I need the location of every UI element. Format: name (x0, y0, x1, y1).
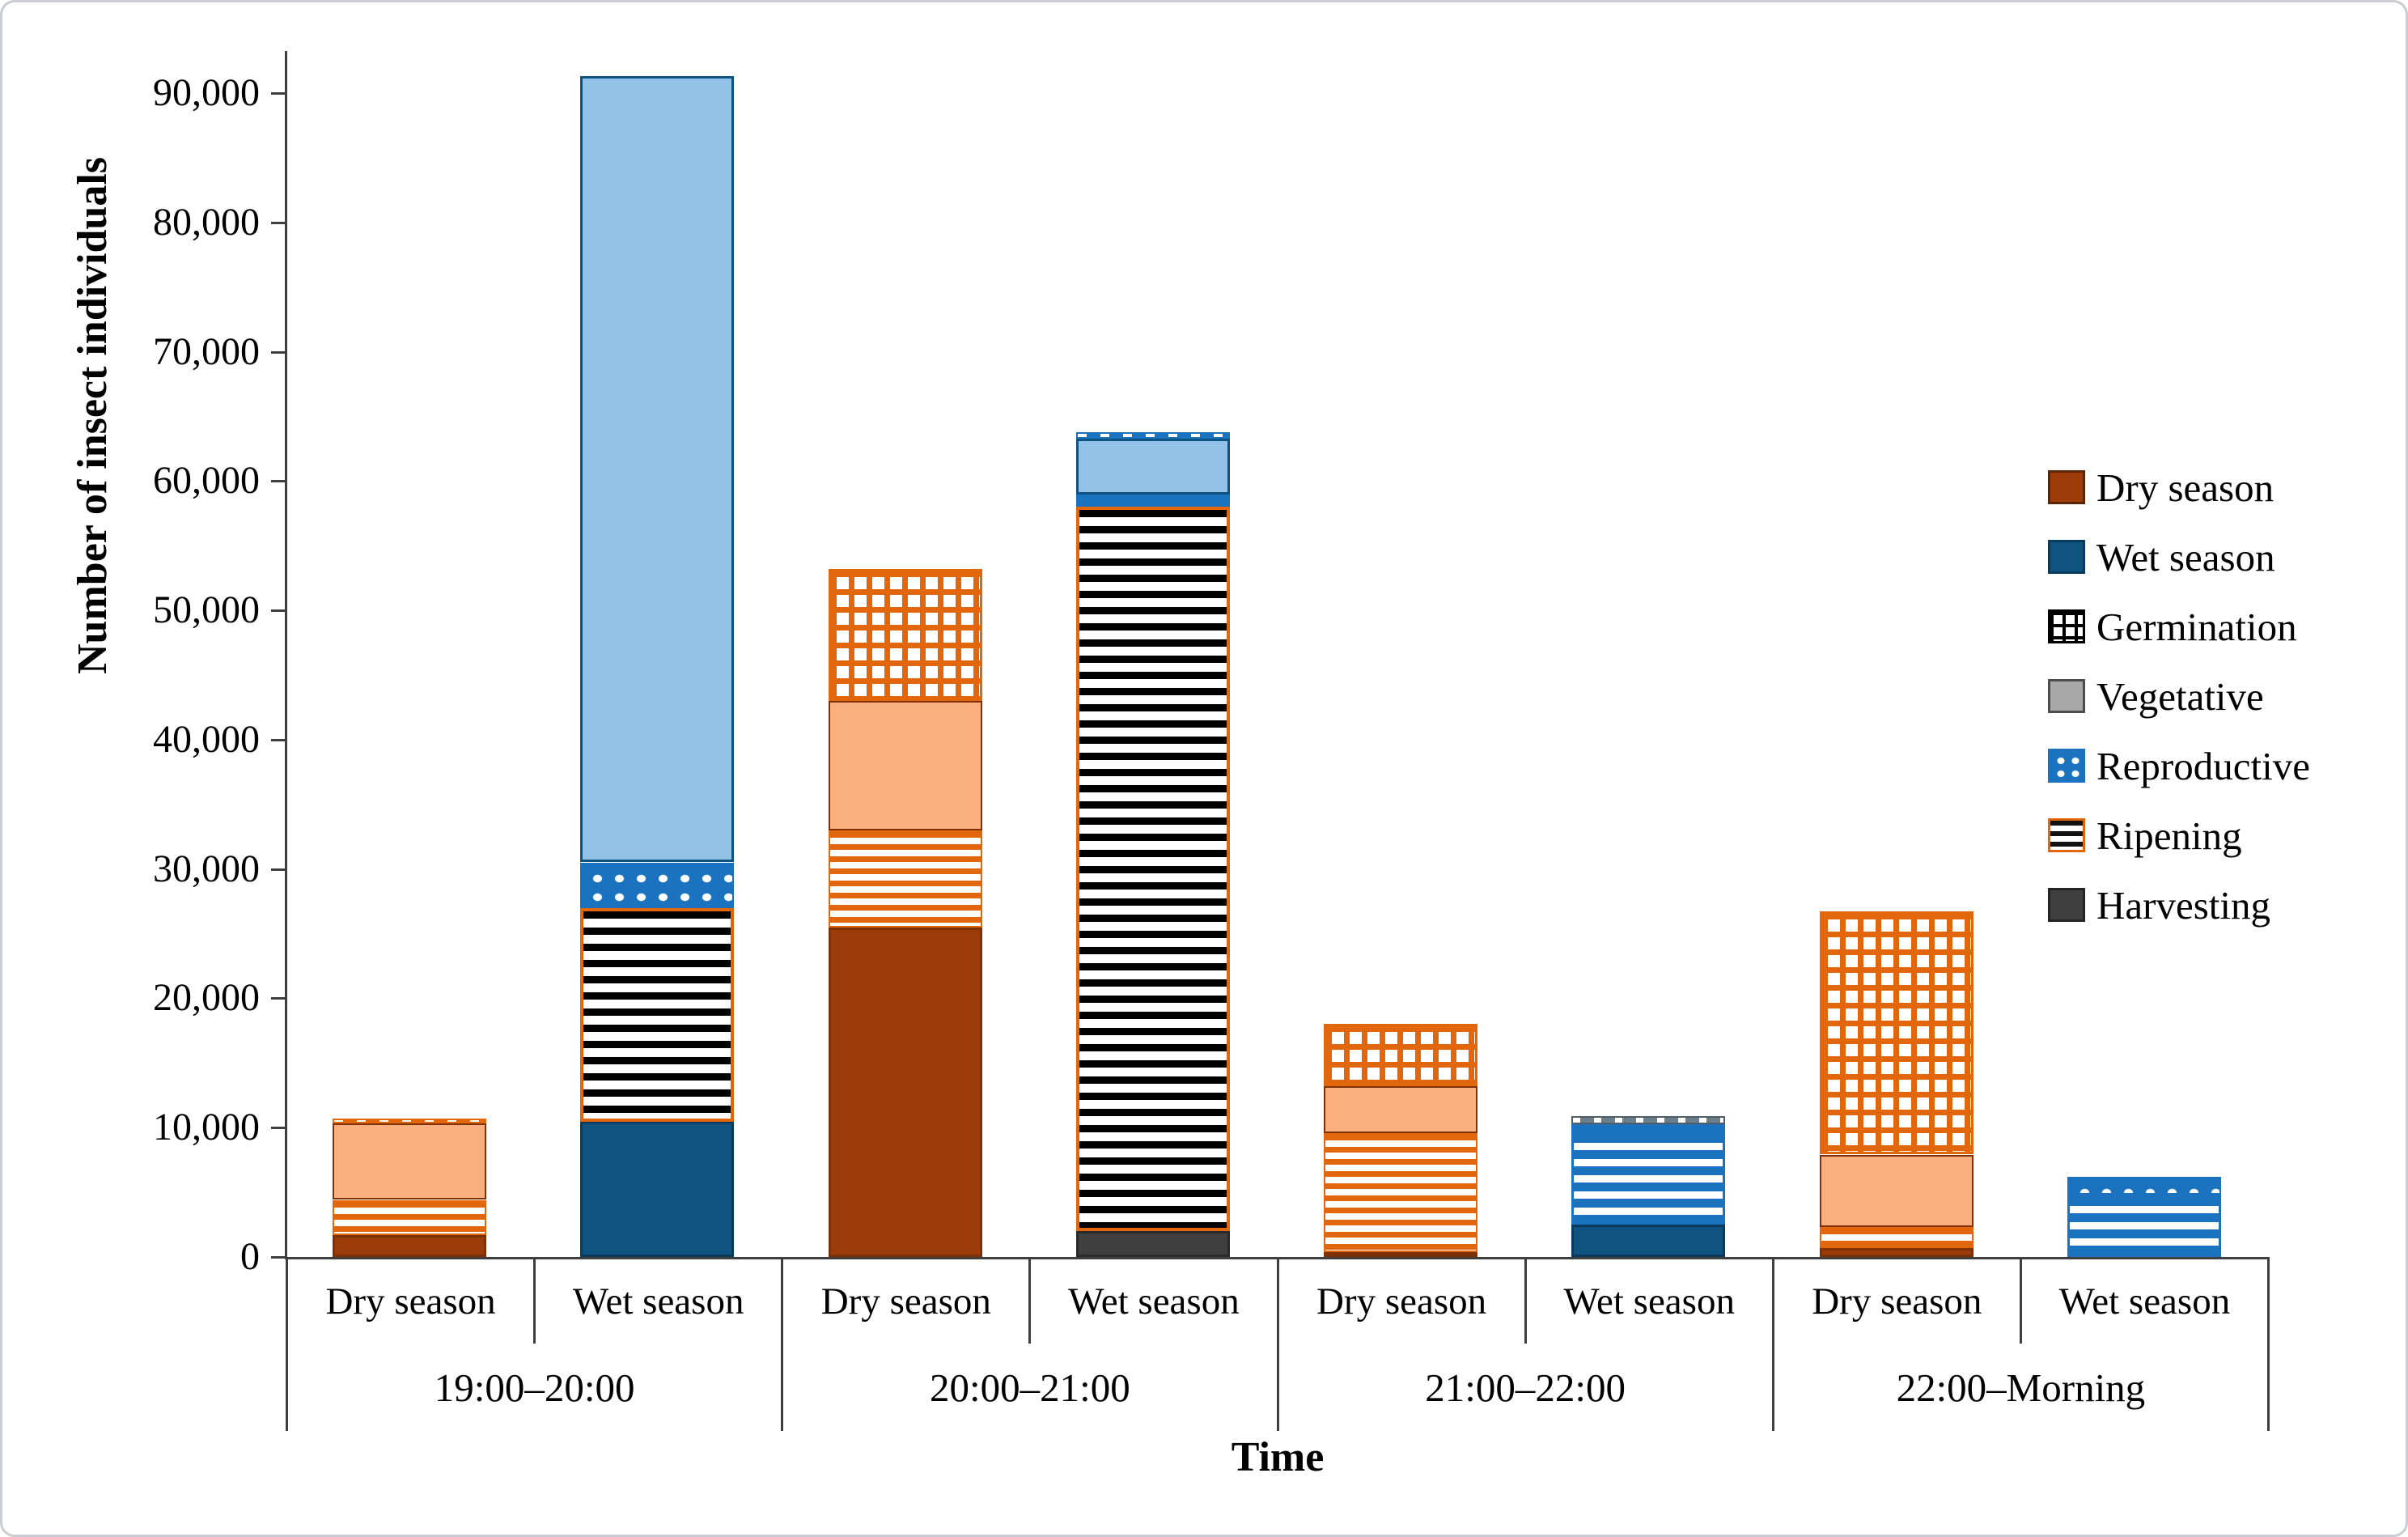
bar-segment-vegetative (1076, 439, 1230, 495)
y-tick-label: 50,000 (153, 588, 260, 631)
y-tick-label: 20,000 (153, 976, 260, 1019)
y-tick-mark (271, 351, 286, 354)
y-tick-mark (271, 92, 286, 95)
bar-segment-reproductive (1571, 1123, 1725, 1132)
y-tick-mark (271, 868, 286, 871)
y-tick-label: 0 (240, 1235, 260, 1278)
bar-segment-vegetative (1324, 1086, 1477, 1133)
y-tick-label: 30,000 (153, 847, 260, 890)
legend-label: Wet season (2096, 534, 2275, 580)
legend-label: Reproductive (2096, 743, 2310, 788)
category-group: Dry season Wet season 21:00–22:00 (1279, 1259, 1774, 1431)
y-tick-label: 10,000 (153, 1106, 260, 1149)
bar-segment-ripening (2067, 1195, 2221, 1257)
legend-item-vegetative: Vegetative (2048, 661, 2310, 731)
bar-segment-vegetative (829, 701, 982, 830)
legend-item-harvesting: Harvesting (2048, 870, 2310, 940)
bar-segment-harvesting (1076, 1231, 1230, 1257)
dry-season-swatch-icon (2048, 470, 2085, 504)
harvesting-swatch-icon (2048, 888, 2085, 922)
bar-segment-dry-season (333, 1235, 486, 1257)
y-tick-mark (271, 1127, 286, 1129)
bar-segment-ripening (333, 1200, 486, 1235)
season-label: Dry season (1279, 1259, 1527, 1344)
time-group-label: 19:00–20:00 (434, 1365, 635, 1410)
ripening-swatch-icon (2048, 818, 2085, 852)
y-tick-mark (271, 1256, 286, 1259)
bar-segment-germination (1324, 1024, 1477, 1086)
x-axis-title: Time (1231, 1434, 1325, 1480)
category-axis: Dry season Wet season 19:00–20:00 Dry seaso… (286, 1259, 2270, 1431)
vegetative-swatch-icon (2048, 679, 2085, 713)
bar-segment-ripening (1820, 1227, 1973, 1248)
category-group: Dry season Wet season 20:00–21:00 (783, 1259, 1279, 1431)
y-axis-line (285, 51, 287, 1259)
legend-item-reproductive: Reproductive (2048, 731, 2310, 800)
legend-label: Ripening (2096, 813, 2242, 858)
season-label: Dry season (1774, 1259, 2022, 1344)
bar-segment-germination (829, 569, 982, 701)
y-tick-label: 60,000 (153, 459, 260, 502)
season-label: Wet season (1068, 1280, 1240, 1323)
y-tick-label: 90,000 (153, 71, 260, 114)
bar-segment-germination (1820, 911, 1973, 1154)
season-label-row: Dry season Wet season (1279, 1259, 1772, 1344)
y-tick-label: 40,000 (153, 718, 260, 761)
bar-segment-ripening (580, 908, 734, 1122)
legend-label: Dry season (2096, 465, 2274, 510)
bar-segment-vegetative (580, 76, 734, 862)
bar-segment-wet-season (580, 1121, 734, 1257)
bar-segment-germination (1076, 432, 1230, 439)
time-group-label: 22:00–Morning (1896, 1365, 2146, 1410)
bar-segment-dry-season (829, 928, 982, 1257)
time-group-label: 21:00–22:00 (1425, 1365, 1626, 1410)
germination-swatch-icon (2048, 609, 2085, 643)
legend: Dry season Wet season Germination Vegetativ… (2048, 452, 2310, 940)
bar-segment-vegetative (333, 1123, 486, 1199)
bar-segment-wet-season (1571, 1225, 1725, 1257)
x-axis-baseline (285, 1257, 2270, 1259)
legend-label: Germination (2096, 604, 2297, 649)
season-label-row: Dry season Wet season (288, 1259, 781, 1344)
wet-season-swatch-icon (2048, 540, 2085, 574)
bar-segment-dry-season (1820, 1248, 1973, 1257)
category-group: Dry season Wet season 19:00–20:00 (286, 1259, 784, 1431)
y-tick-mark (271, 480, 286, 482)
legend-item-ripening: Ripening (2048, 800, 2310, 870)
season-label: Dry season (783, 1259, 1032, 1344)
legend-label: Harvesting (2096, 882, 2270, 928)
season-label: Dry season (288, 1259, 536, 1344)
bar-segment-vegetative (1820, 1155, 1973, 1227)
bar-segment-ripening (1076, 507, 1230, 1231)
legend-item-dry-season: Dry season (2048, 452, 2310, 522)
bar-segment-reproductive (1076, 494, 1230, 507)
y-tick-mark (271, 739, 286, 741)
bar-segment-ripening (1324, 1133, 1477, 1252)
legend-item-germination: Germination (2048, 592, 2310, 661)
season-label: Wet season (2058, 1280, 2231, 1323)
bar-segment-ripening (1571, 1132, 1725, 1225)
legend-item-wet-season: Wet season (2048, 522, 2310, 592)
bar-segment-reproductive (580, 863, 734, 908)
season-label-row: Dry season Wet season (783, 1259, 1276, 1344)
legend-label: Vegetative (2096, 673, 2264, 719)
bar-segment-reproductive (2067, 1177, 2221, 1195)
time-group-label: 20:00–21:00 (930, 1365, 1130, 1410)
bar-segment-dry-season (1324, 1252, 1477, 1257)
y-tick-label: 80,000 (153, 201, 260, 244)
category-group: Dry season Wet season 22:00–Morning (1774, 1259, 2270, 1431)
y-tick-label: 70,000 (153, 330, 260, 373)
bar-segment-ripening (829, 830, 982, 928)
season-label: Wet season (572, 1280, 744, 1323)
season-label: Wet season (1563, 1280, 1735, 1323)
reproductive-swatch-icon (2048, 749, 2085, 783)
y-tick-mark (271, 609, 286, 612)
y-tick-mark (271, 997, 286, 1000)
season-label-row: Dry season Wet season (1774, 1259, 2267, 1344)
bar-segment-germination (333, 1119, 486, 1123)
y-tick-mark (271, 222, 286, 224)
bar-segment-vegetative (1571, 1116, 1725, 1124)
